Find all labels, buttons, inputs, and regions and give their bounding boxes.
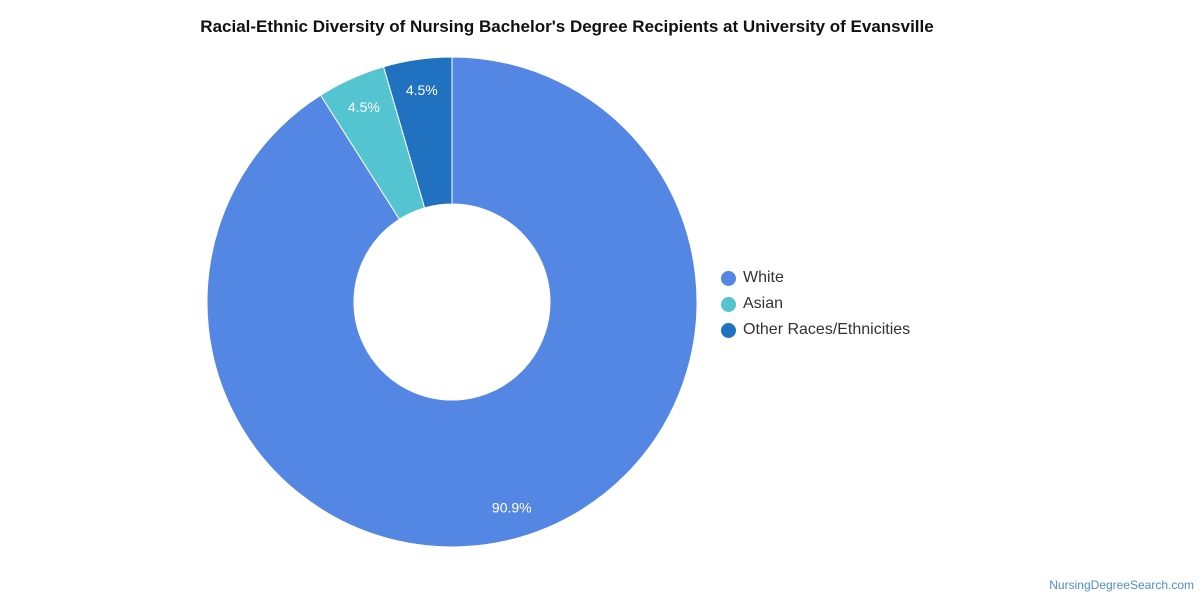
data-label-white: 90.9% — [492, 499, 532, 515]
slice-other-races-ethnicities[interactable] — [382, 56, 453, 209]
legend: White Asian Other Races/Ethnicities — [721, 265, 910, 343]
slice-white[interactable] — [206, 56, 698, 548]
legend-swatch-icon — [721, 296, 736, 312]
legend-label: White — [743, 269, 784, 286]
legend-item-white[interactable]: White — [721, 265, 910, 291]
legend-label: Asian — [743, 295, 784, 312]
slices-group — [206, 56, 698, 548]
legend-swatch-icon — [721, 322, 736, 338]
legend-item-other-races-ethnicities[interactable]: Other Races/Ethnicities — [721, 317, 910, 343]
data-label-other-races-ethnicities: 4.5% — [406, 82, 438, 98]
legend-label: Other Races/Ethnicities — [743, 321, 911, 338]
watermark[interactable]: NursingDegreeSearch.com — [1049, 578, 1194, 592]
chart-title: Racial-Ethnic Diversity of Nursing Bache… — [200, 17, 934, 36]
data-label-asian: 4.5% — [348, 99, 380, 115]
legend-swatch-icon — [721, 270, 736, 286]
legend-item-asian[interactable]: Asian — [721, 291, 910, 317]
data-labels-group: 90.9% 4.5% 4.5% — [348, 82, 532, 515]
